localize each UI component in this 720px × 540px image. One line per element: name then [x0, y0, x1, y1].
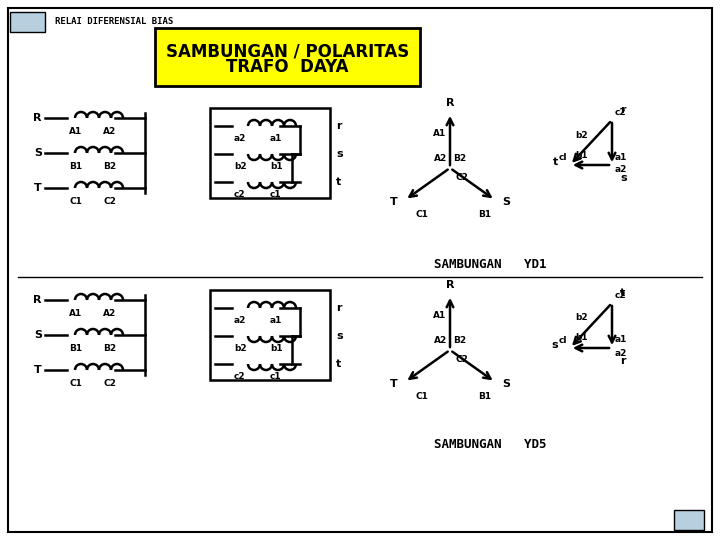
Text: B2: B2	[453, 336, 466, 345]
Text: s: s	[620, 173, 626, 183]
Text: C2: C2	[455, 173, 468, 182]
Text: B1: B1	[69, 162, 82, 171]
Text: a1: a1	[615, 335, 627, 345]
Text: s: s	[336, 331, 343, 341]
Text: S: S	[34, 148, 42, 158]
Text: C1: C1	[415, 210, 428, 219]
Text: T: T	[390, 379, 398, 389]
Text: C1: C1	[69, 379, 82, 388]
Bar	[210, 108, 330, 198]
Bar	[10, 12, 45, 32]
Text: b1: b1	[270, 162, 283, 171]
Text: T: T	[35, 183, 42, 193]
Text: s: s	[552, 340, 558, 350]
Text: b1: b1	[575, 151, 588, 159]
Text: B2: B2	[103, 344, 116, 353]
Bar	[674, 510, 704, 530]
Text: T: T	[35, 365, 42, 375]
Text: c1: c1	[270, 190, 282, 199]
Text: a1: a1	[615, 152, 627, 161]
Text: TRAFO  DAYA: TRAFO DAYA	[226, 58, 348, 76]
Text: t: t	[336, 177, 341, 187]
Text: s: s	[336, 149, 343, 159]
Text: A2: A2	[103, 309, 116, 318]
Text: S: S	[34, 330, 42, 340]
Text: b2: b2	[575, 314, 588, 322]
Text: a1: a1	[270, 316, 282, 325]
Text: cl: cl	[559, 153, 567, 162]
Text: T: T	[390, 197, 398, 207]
Text: b2: b2	[575, 131, 588, 139]
Text: A1: A1	[433, 310, 446, 320]
Text: A2: A2	[433, 154, 447, 163]
Text: RELAI DIFERENSIAL BIAS: RELAI DIFERENSIAL BIAS	[55, 17, 174, 26]
Text: B2: B2	[103, 162, 116, 171]
Text: S: S	[502, 379, 510, 389]
Text: SAMBUNGAN / POLARITAS: SAMBUNGAN / POLARITAS	[166, 42, 409, 60]
Text: A1: A1	[69, 127, 82, 136]
Text: r: r	[336, 121, 341, 131]
Text: a2: a2	[615, 348, 627, 357]
Text: R: R	[34, 295, 42, 305]
Text: a2: a2	[234, 316, 246, 325]
Bar	[155, 28, 420, 86]
Text: c2: c2	[234, 190, 246, 199]
Text: c1: c1	[270, 372, 282, 381]
Text: SAMBUNGAN   YD5: SAMBUNGAN YD5	[433, 438, 546, 451]
Text: B1: B1	[478, 210, 491, 219]
Text: A1: A1	[69, 309, 82, 318]
Text: C1: C1	[415, 392, 428, 401]
Text: A2: A2	[103, 127, 116, 136]
Text: c2: c2	[615, 108, 626, 117]
Text: a2: a2	[615, 165, 627, 174]
Text: cl: cl	[559, 336, 567, 345]
Text: C2: C2	[103, 379, 116, 388]
Bar	[210, 290, 330, 380]
Text: A1: A1	[433, 129, 446, 138]
Text: R: R	[446, 98, 454, 108]
Text: r: r	[620, 356, 626, 366]
Text: B1: B1	[478, 392, 491, 401]
Text: b1: b1	[270, 344, 283, 353]
Text: R: R	[34, 113, 42, 123]
Text: B1: B1	[69, 344, 82, 353]
Text: t: t	[336, 359, 341, 369]
Text: a2: a2	[234, 134, 246, 143]
Text: A2: A2	[433, 336, 447, 345]
Text: b2: b2	[234, 162, 247, 171]
Text: a1: a1	[270, 134, 282, 143]
Text: c2: c2	[615, 291, 626, 300]
Text: b1: b1	[575, 334, 588, 342]
Text: r: r	[620, 105, 626, 115]
Text: R: R	[446, 280, 454, 290]
Text: t: t	[620, 288, 625, 298]
Text: C1: C1	[69, 197, 82, 206]
Text: SAMBUNGAN   YD1: SAMBUNGAN YD1	[433, 259, 546, 272]
Text: S: S	[502, 197, 510, 207]
Text: t: t	[553, 157, 558, 167]
Text: c2: c2	[234, 372, 246, 381]
Text: B2: B2	[453, 154, 466, 163]
Text: r: r	[336, 303, 341, 313]
Text: C2: C2	[103, 197, 116, 206]
Text: b2: b2	[234, 344, 247, 353]
Text: C2: C2	[455, 355, 468, 364]
